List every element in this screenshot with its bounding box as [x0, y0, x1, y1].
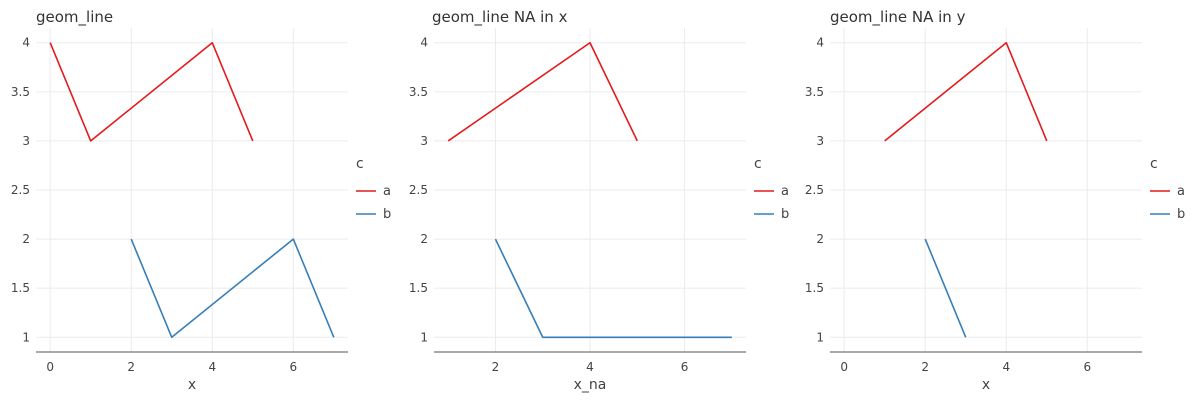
y-tick-label: 1 [420, 330, 428, 344]
x-tick-label: 6 [681, 360, 689, 374]
panel-title: geom_line NA in x [432, 8, 568, 27]
y-tick-label: 1.5 [11, 281, 30, 295]
y-tick-label: 3.5 [409, 85, 428, 99]
y-tick-label: 4 [816, 36, 824, 50]
y-tick-label: 2.5 [805, 183, 824, 197]
series-line-a [49, 41, 254, 142]
legend-title: c [356, 156, 364, 172]
legend-label-b: b [781, 207, 789, 222]
legend-title: c [1150, 156, 1158, 172]
series-line-b [494, 238, 732, 339]
y-tick-label: 2 [22, 232, 30, 246]
y-tick-label: 3.5 [11, 85, 30, 99]
panel-3: 1 1.5 2 2.5 3 3.5 4 0 2 4 6 geom_line NA in y x c ab [805, 8, 1185, 393]
series-line-a [447, 41, 638, 142]
x-tick-label: 6 [289, 360, 297, 374]
x-tick-label: 4 [1002, 360, 1010, 374]
legend-title: c [754, 156, 762, 172]
legend-label-b: b [1177, 207, 1185, 222]
panel-title: geom_line [36, 8, 113, 27]
x-tick-label: 0 [46, 360, 54, 374]
y-tick-label: 4 [22, 36, 30, 50]
x-tick-label: 2 [492, 360, 500, 374]
panel-title: geom_line NA in y [830, 8, 966, 27]
y-tick-label: 4 [420, 36, 428, 50]
legend-label-a: a [1177, 184, 1185, 199]
y-tick-label: 2.5 [11, 183, 30, 197]
y-tick-label: 1.5 [409, 281, 428, 295]
x-axis-label: x_na [574, 377, 607, 393]
x-tick-label: 4 [586, 360, 594, 374]
x-tick-label: 4 [208, 360, 216, 374]
y-tick-label: 3 [420, 134, 428, 148]
y-tick-label: 1 [816, 330, 824, 344]
series-line-b [924, 238, 967, 338]
y-tick-label: 1.5 [805, 281, 824, 295]
y-tick-label: 3 [22, 134, 30, 148]
y-tick-label: 2 [816, 232, 824, 246]
y-tick-label: 2 [420, 232, 428, 246]
legend-label-b: b [383, 207, 391, 222]
x-tick-label: 0 [840, 360, 848, 374]
x-tick-label: 2 [127, 360, 135, 374]
x-tick-label: 2 [921, 360, 929, 374]
x-axis-label: x [188, 377, 196, 393]
legend-label-a: a [383, 184, 391, 199]
y-tick-label: 2.5 [409, 183, 428, 197]
legend-label-a: a [781, 184, 789, 199]
panel-2: 1 1.5 2 2.5 3 3.5 4 2 4 6 geom_line NA in x x_na c ab [409, 8, 789, 393]
y-tick-label: 3 [816, 134, 824, 148]
x-tick-label: 6 [1083, 360, 1091, 374]
y-tick-label: 1 [22, 330, 30, 344]
series-line-b [130, 238, 335, 339]
series-line-a [884, 41, 1048, 142]
x-axis-label: x [982, 377, 990, 393]
y-tick-label: 3.5 [805, 85, 824, 99]
